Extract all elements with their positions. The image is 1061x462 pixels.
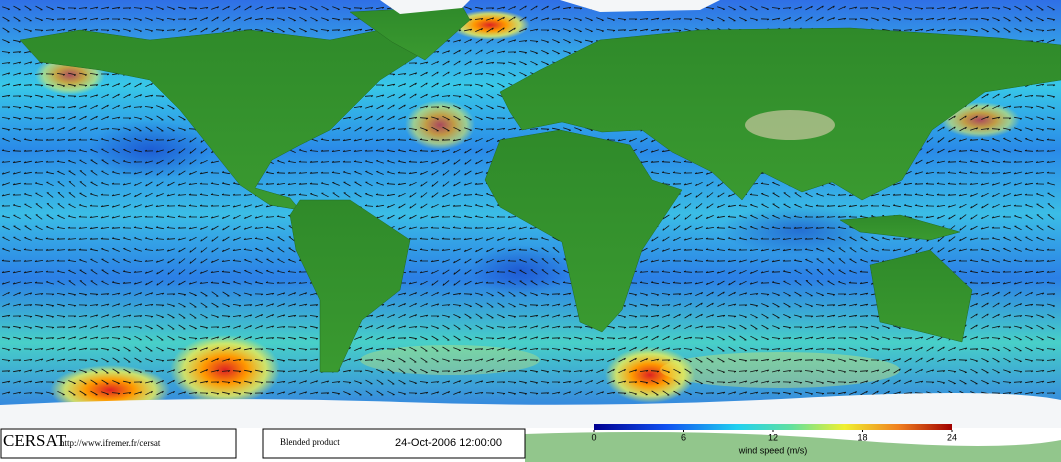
product-date: 24-Oct-2006 12:00:00 (395, 437, 502, 449)
colorbar-tick-label: 18 (857, 432, 867, 442)
product-box (262, 428, 526, 459)
logo-box (0, 428, 237, 459)
colorbar-tick-label: 12 (768, 432, 778, 442)
antarctica (0, 392, 1061, 428)
colorbar-tick-label: 24 (947, 432, 957, 442)
colorbar (594, 424, 952, 430)
arctic-ice (380, 0, 720, 14)
product-name: Blended product (280, 437, 340, 447)
url: http://www.ifremer.fr/cersat (60, 438, 161, 448)
logo: CERSAT (3, 431, 67, 450)
colorbar-tick-label: 6 (681, 432, 686, 442)
colorbar-label: wind speed (m/s) (738, 445, 808, 455)
wind-arrows (1, 5, 1056, 396)
colorbar-tick-label: 0 (591, 432, 596, 442)
footer-land (525, 432, 1061, 462)
colorbar-ticks: 0 6 12 18 24 (591, 430, 957, 442)
plateau (745, 110, 835, 140)
